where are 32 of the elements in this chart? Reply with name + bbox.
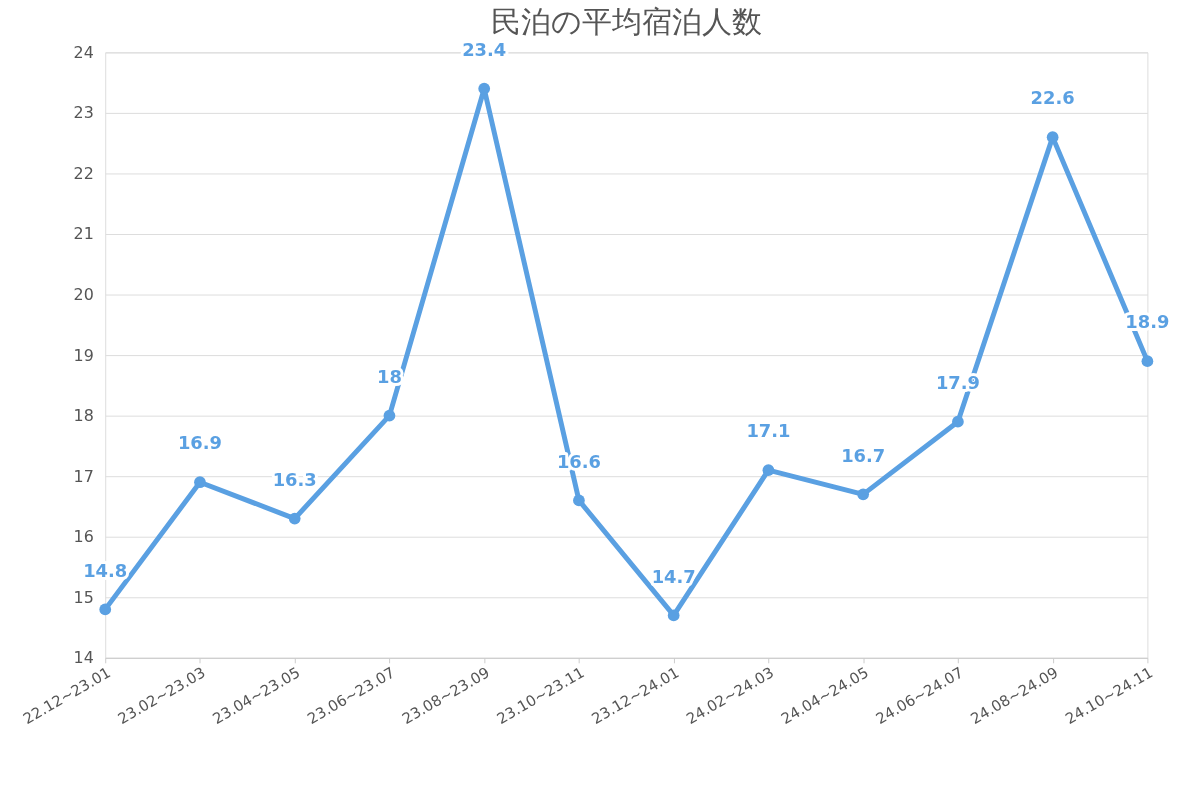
y-tick-label: 20 [73,285,94,305]
y-tick-label: 24 [73,42,94,62]
y-tick-label: 17 [73,466,94,486]
data-label: 23.4 [462,38,507,60]
data-label: 17.1 [746,420,791,442]
y-tick-label: 21 [73,224,94,244]
chart-title: 民泊の平均宿泊人数 [490,4,762,40]
point [383,409,396,422]
point [194,476,206,489]
y-tick-label: 14 [73,648,94,668]
y-tick-label: 18 [73,406,94,426]
point [952,415,964,428]
y-tick-label: 23 [73,103,94,123]
point [1141,355,1154,368]
data-label: 22.6 [1030,87,1075,109]
data-label: 16.7 [841,444,886,466]
y-tick-label: 16 [73,527,94,547]
point [478,82,491,95]
data-label: 16.9 [177,432,222,454]
point [857,488,870,501]
y-tick-label: 19 [73,345,94,365]
y-tick-label: 22 [73,163,94,183]
y-tick-label: 15 [73,587,94,607]
point [99,603,112,616]
point [762,464,775,476]
data-label: 14.8 [83,559,128,581]
point [288,512,301,525]
point [667,609,680,622]
data-label: 16.3 [272,468,317,490]
point [1046,131,1059,143]
data-label: 14.7 [651,565,696,587]
point [573,494,585,507]
